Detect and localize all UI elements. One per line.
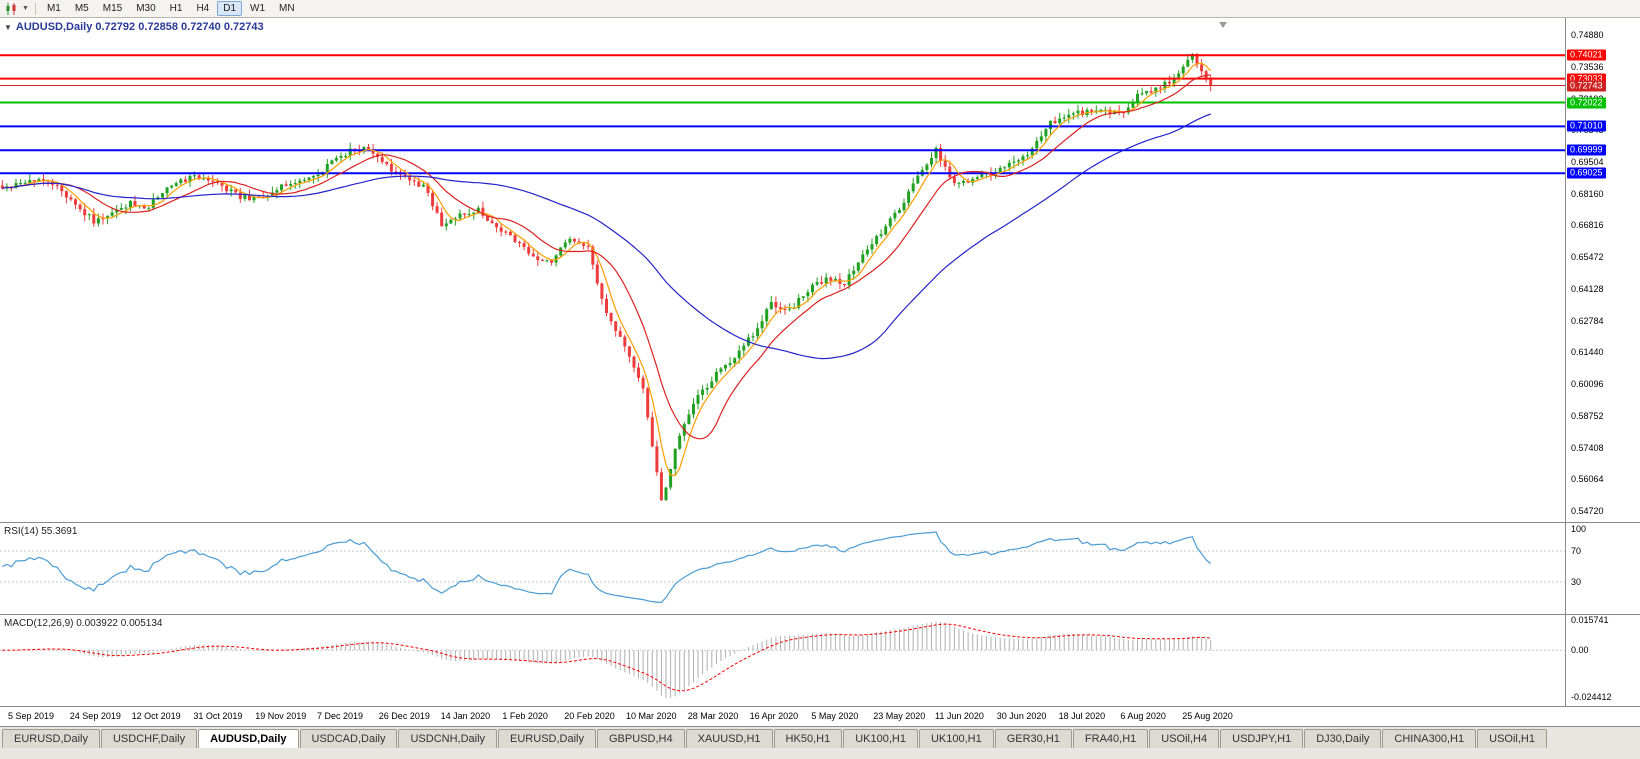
- chart-tab-12-fra40-h1[interactable]: FRA40,H1: [1072, 729, 1149, 748]
- rsi-axis-label: 70: [1571, 546, 1582, 557]
- timeframe-buttons-group: M1 M5 M15 M30 H1 H4 D1 W1 MN: [40, 1, 302, 16]
- date-axis-label: 5 May 2020: [811, 711, 859, 721]
- chart-type-dropdown-icon[interactable]: ▼: [22, 5, 29, 12]
- date-axis-label: 28 Mar 2020: [687, 711, 739, 721]
- chart-tab-4-usdcnh-daily[interactable]: USDCNH,Daily: [398, 729, 498, 748]
- price-axis-label: 0.73536: [1571, 61, 1604, 72]
- date-axis-label: 6 Aug 2020: [1120, 711, 1166, 721]
- date-axis-label: 31 Oct 2019: [193, 711, 243, 721]
- hline-price-badge: 0.69999: [1567, 144, 1606, 156]
- timeframe-button-mn[interactable]: MN: [279, 3, 295, 14]
- date-axis-label: 24 Sep 2019: [69, 711, 121, 721]
- candlestick-chart-icon[interactable]: [3, 2, 21, 16]
- hline-price-badge: 0.71010: [1567, 120, 1606, 132]
- price-axis-label: 0.61440: [1571, 347, 1604, 358]
- chart-title-ohlc: AUDUSD,Daily 0.72792 0.72858 0.72740 0.7…: [15, 21, 264, 33]
- chart-tab-15-dj30-daily[interactable]: DJ30,Daily: [1304, 729, 1382, 748]
- timeframe-button-w1[interactable]: W1: [250, 3, 266, 14]
- price-axis-label: 0.74880: [1571, 30, 1604, 40]
- rsi-indicator-panel[interactable]: RSI(14) 55.3691 100 70 30: [0, 523, 1640, 615]
- rsi-label: RSI(14) 55.3691: [4, 526, 78, 537]
- date-axis-label: 18 Jul 2020: [1058, 711, 1106, 721]
- date-axis-label: 11 Jun 2020: [935, 711, 984, 721]
- price-axis-label: 0.54720: [1571, 506, 1604, 517]
- current-price-badge: 0.72743: [1567, 80, 1606, 91]
- chart-tab-0-eurusd-daily[interactable]: EURUSD,Daily: [2, 729, 100, 748]
- date-axis-label: 1 Feb 2020: [502, 711, 548, 721]
- chart-tab-9-uk100-h1[interactable]: UK100,H1: [843, 729, 918, 748]
- price-axis-label: 0.68160: [1571, 188, 1604, 199]
- date-axis-label: 10 Mar 2020: [626, 711, 677, 721]
- timeframe-button-m30[interactable]: M30: [136, 3, 156, 14]
- timeframe-button-m1[interactable]: M1: [46, 3, 61, 14]
- price-axis: 0.748800.735360.721920.708480.695040.681…: [1565, 18, 1640, 522]
- chart-tab-6-gbpusd-h4[interactable]: GBPUSD,H4: [597, 729, 685, 748]
- date-axis-label: 19 Nov 2019: [255, 711, 307, 721]
- date-axis-label: 25 Aug 2020: [1182, 711, 1233, 721]
- chart-tab-11-ger30-h1[interactable]: GER30,H1: [994, 729, 1072, 748]
- timeframe-button-d1[interactable]: D1: [217, 1, 243, 16]
- timeframe-toolbar: ▼ M1 M5 M15 M30 H1 H4 D1 W1 MN: [0, 0, 1640, 18]
- toolbar-separator: [34, 2, 36, 15]
- chart-tab-14-usdjpy-h1[interactable]: USDJPY,H1: [1220, 729, 1304, 748]
- price-axis-label: 0.64128: [1571, 283, 1604, 294]
- chart-tab-13-usoil-h4[interactable]: USOil,H4: [1149, 729, 1220, 748]
- chart-tab-8-hk50-h1[interactable]: HK50,H1: [773, 729, 843, 748]
- macd-indicator-panel[interactable]: MACD(12,26,9) 0.003922 0.005134 0.015741…: [0, 615, 1640, 707]
- rsi-axis-label: 100: [1571, 524, 1587, 534]
- price-axis-label: 0.56064: [1571, 474, 1604, 485]
- price-axis-label: 0.62784: [1571, 315, 1604, 326]
- macd-axis-label: 0.015741: [1571, 615, 1609, 625]
- date-axis-label: 14 Jan 2020: [440, 711, 491, 721]
- date-axis-label: 12 Oct 2019: [131, 711, 181, 721]
- chart-tab-5-eurusd-daily[interactable]: EURUSD,Daily: [498, 729, 596, 748]
- macd-label: MACD(12,26,9) 0.003922 0.005134: [4, 618, 163, 629]
- price-axis-label: 0.66816: [1571, 220, 1604, 231]
- main-chart-canvas[interactable]: [0, 18, 1565, 522]
- date-axis-label: 26 Dec 2019: [378, 711, 430, 721]
- price-axis-label: 0.65472: [1571, 252, 1604, 263]
- macd-axis-label: 0.00: [1571, 645, 1589, 656]
- date-axis-label: 16 Apr 2020: [749, 711, 799, 721]
- timeframe-button-h4[interactable]: H4: [196, 3, 210, 14]
- timeframe-button-m15[interactable]: M15: [102, 3, 123, 14]
- date-axis-label: 30 Jun 2020: [996, 711, 1047, 721]
- date-axis-label: 23 May 2020: [873, 711, 926, 721]
- rsi-axis-label: 30: [1571, 576, 1582, 587]
- date-axis: 5 Sep 2019 24 Sep 2019 12 Oct 2019 31 Oct 2…: [0, 707, 1640, 727]
- rsi-axis: 100 70 30: [1565, 523, 1640, 614]
- chart-tab-10-uk100-h1[interactable]: UK100,H1: [918, 729, 994, 748]
- chart-header: ▼ AUDUSD,Daily 0.72792 0.72858 0.72740 0…: [4, 21, 264, 33]
- price-axis-label: 0.60096: [1571, 379, 1604, 390]
- hline-price-badge: 0.74021: [1567, 49, 1606, 61]
- chart-tab-2-audusd-daily[interactable]: AUDUSD,Daily: [198, 729, 299, 748]
- chart-tab-17-usoil-h1[interactable]: USOil,H1: [1477, 729, 1547, 748]
- date-axis-label: 7 Dec 2019: [317, 711, 364, 721]
- timeframe-button-m5[interactable]: M5: [74, 3, 89, 14]
- main-chart-panel[interactable]: ▼ AUDUSD,Daily 0.72792 0.72858 0.72740 0…: [0, 18, 1640, 523]
- chart-tab-bar: EURUSD,Daily USDCHF,Daily AUDUSD,Daily USDC…: [0, 727, 1640, 759]
- chart-tab-1-usdchf-daily[interactable]: USDCHF,Daily: [100, 729, 198, 748]
- timeframe-button-h1[interactable]: H1: [169, 3, 183, 14]
- chart-tab-3-usdcad-daily[interactable]: USDCAD,Daily: [299, 729, 398, 748]
- hline-price-badge: 0.69025: [1567, 167, 1606, 179]
- macd-axis: 0.015741 0.00 -0.024412: [1565, 615, 1640, 706]
- price-axis-label: 0.57408: [1571, 442, 1604, 453]
- rsi-canvas[interactable]: [0, 523, 1565, 614]
- macd-canvas[interactable]: [0, 615, 1565, 706]
- chart-tab-7-xauusd-h1[interactable]: XAUUSD,H1: [685, 729, 773, 748]
- chart-expand-icon[interactable]: ▼: [4, 22, 12, 32]
- price-axis-label: 0.58752: [1571, 410, 1604, 421]
- price-axis-label: 0.69504: [1571, 157, 1604, 167]
- date-axis-label: 20 Feb 2020: [564, 711, 615, 721]
- chart-tab-16-china300-h1[interactable]: CHINA300,H1: [1382, 729, 1477, 748]
- hline-price-badge: 0.73033: [1567, 73, 1606, 85]
- hline-price-badge: 0.72022: [1567, 97, 1606, 108]
- date-axis-label: 5 Sep 2019: [8, 711, 55, 721]
- macd-axis-label: -0.024412: [1571, 692, 1612, 702]
